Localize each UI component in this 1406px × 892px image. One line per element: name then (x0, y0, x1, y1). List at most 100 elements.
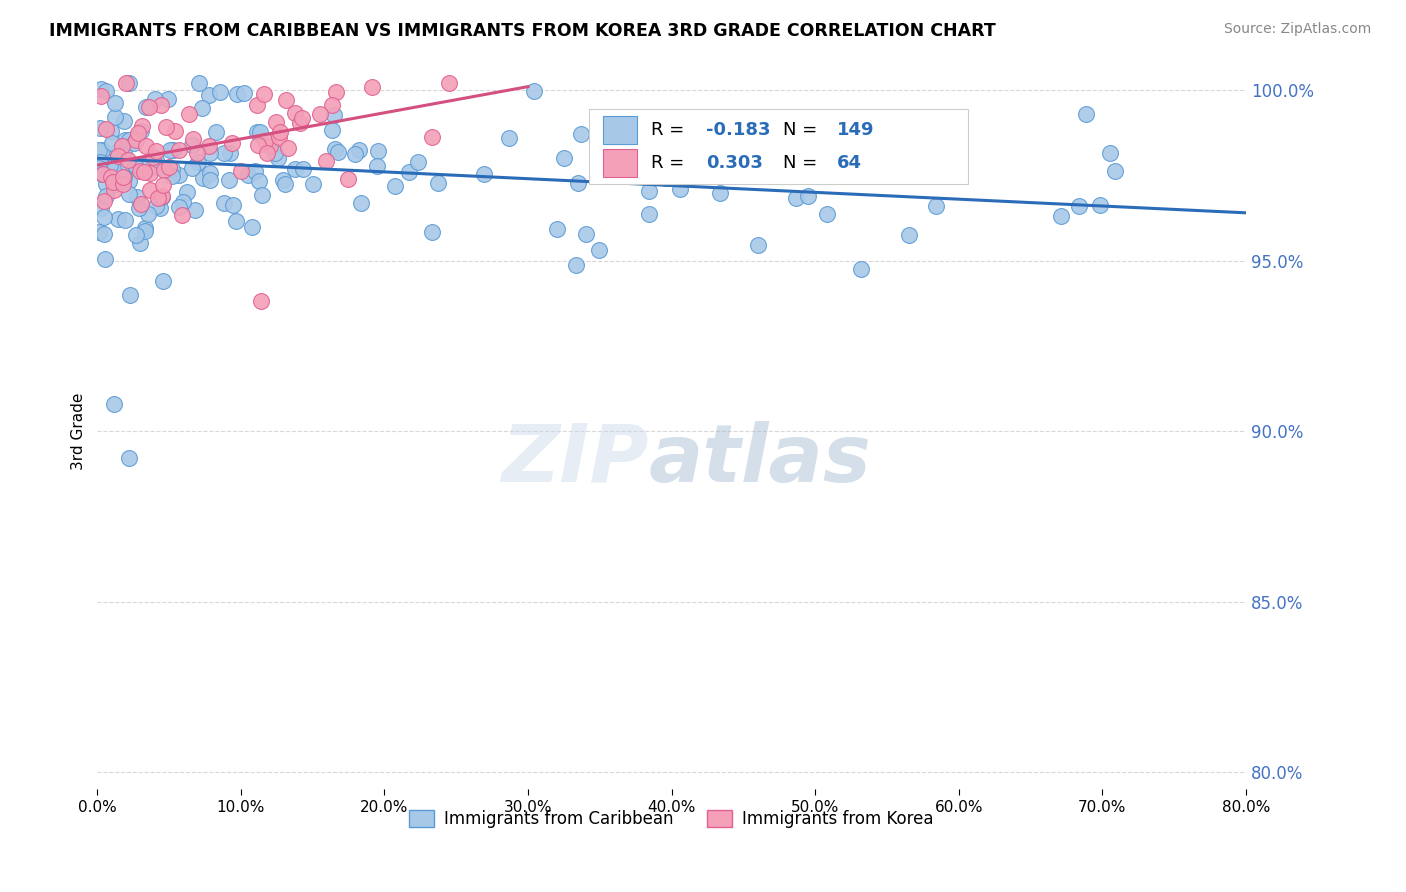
Point (474, 167, 496, 181)
Point (200, 146, 222, 161)
Point (148, 201, 170, 215)
Point (247, 137, 270, 152)
Point (232, 87, 254, 101)
Point (100, 170, 122, 185)
Point (131, 119, 153, 133)
Point (149, 98, 172, 112)
Point (162, 143, 184, 157)
Point (127, 126, 149, 140)
Point (112, 114, 135, 128)
Point (90, 167, 112, 181)
Point (104, 110, 127, 124)
Point (90, 143, 112, 157)
Point (163, 124, 186, 138)
Point (276, 93, 298, 107)
Point (87, 158, 110, 172)
Point (107, 212, 129, 227)
Point (138, 166, 160, 180)
Point (406, 154, 429, 169)
Point (218, 172, 240, 186)
Point (90, 89, 112, 103)
Point (135, 139, 157, 153)
Point (118, 76, 141, 90)
Point (114, 133, 136, 147)
Legend: Immigrants from Caribbean, Immigrants from Korea: Immigrants from Caribbean, Immigrants fr… (402, 803, 941, 835)
Point (157, 160, 180, 174)
Point (172, 208, 194, 222)
Point (437, 76, 460, 90)
Point (221, 198, 243, 212)
Point (145, 153, 167, 167)
Text: R =: R = (651, 154, 690, 172)
Point (254, 134, 277, 148)
Point (159, 143, 181, 157)
Point (1088, 198, 1111, 212)
Point (125, 227, 148, 242)
Point (197, 138, 219, 153)
Point (367, 144, 389, 158)
Point (93, 194, 115, 208)
Point (602, 134, 624, 148)
Text: -0.183: -0.183 (706, 120, 770, 139)
Point (249, 125, 271, 139)
Point (212, 146, 235, 161)
Point (146, 161, 169, 175)
Point (291, 161, 314, 176)
Point (145, 199, 167, 213)
Point (225, 214, 247, 228)
Point (101, 136, 124, 150)
Point (156, 92, 179, 106)
Point (101, 162, 124, 177)
Point (103, 183, 125, 197)
Point (129, 197, 152, 211)
Point (143, 91, 166, 105)
Point (103, 397, 125, 411)
Point (150, 190, 173, 204)
Point (152, 178, 174, 193)
Point (553, 152, 575, 166)
Point (271, 173, 294, 187)
Text: N =: N = (783, 154, 823, 172)
Point (349, 196, 371, 211)
Point (815, 206, 838, 220)
Point (343, 147, 366, 161)
Point (111, 169, 134, 184)
Text: R =: R = (651, 120, 690, 139)
Point (120, 287, 142, 301)
Point (240, 219, 263, 234)
Point (361, 80, 384, 95)
Point (112, 177, 135, 191)
Point (245, 163, 267, 178)
Point (87, 161, 110, 176)
Point (91, 167, 114, 181)
Point (107, 149, 129, 163)
Point (180, 137, 202, 152)
Point (100, 124, 122, 138)
Point (1067, 199, 1090, 213)
Point (221, 136, 243, 151)
Point (422, 226, 444, 240)
Point (398, 165, 420, 179)
Point (301, 178, 323, 192)
Point (214, 196, 236, 211)
Point (638, 207, 661, 221)
Point (837, 164, 859, 178)
Point (655, 170, 678, 185)
Point (198, 173, 221, 187)
Point (246, 98, 269, 112)
Point (111, 139, 134, 153)
Point (256, 145, 278, 160)
Point (246, 125, 269, 139)
Point (384, 178, 406, 193)
Point (785, 191, 807, 205)
Text: ZIP: ZIP (501, 421, 648, 499)
Point (569, 128, 592, 142)
Point (138, 100, 160, 114)
Point (98, 158, 121, 172)
Point (284, 106, 307, 120)
Point (129, 124, 152, 138)
Point (191, 171, 214, 186)
Point (181, 131, 204, 145)
Point (93, 227, 115, 241)
Point (567, 176, 589, 190)
